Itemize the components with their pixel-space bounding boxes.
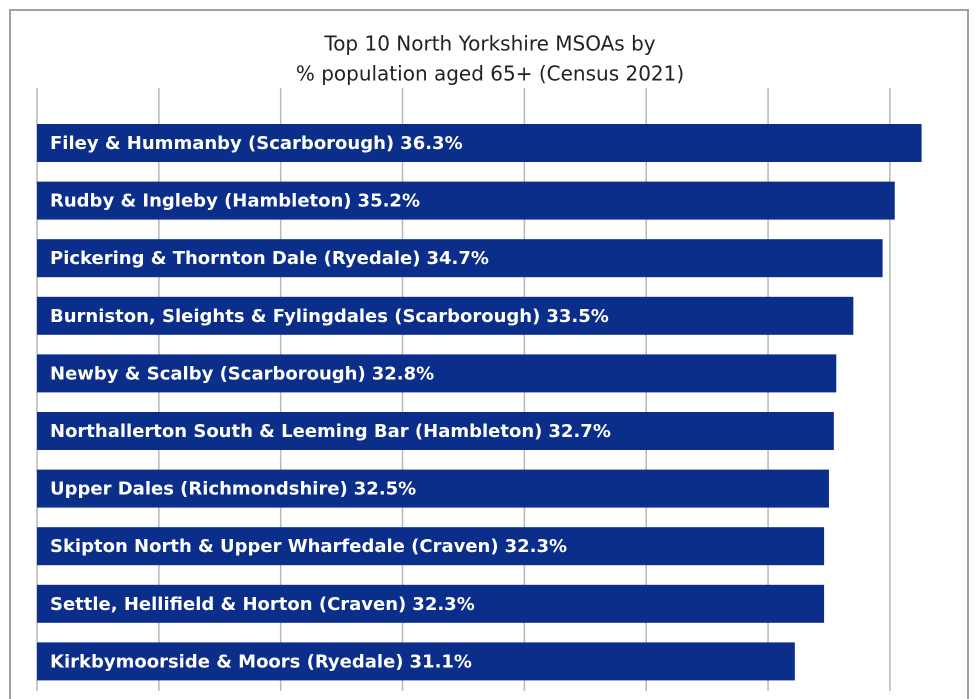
- category-label: Rudby & Ingleby (Hambleton): [50, 191, 352, 212]
- category-label: Upper Dales (Richmondshire): [50, 479, 348, 500]
- category-label: Settle, Hellifield & Horton (Craven): [50, 594, 406, 615]
- category-label: Burniston, Sleights & Fylingdales (Scarb…: [50, 306, 540, 327]
- value-label: 32.3%: [412, 594, 474, 615]
- bar: [37, 642, 795, 681]
- value-label: 31.1%: [410, 651, 472, 672]
- bar: [37, 181, 895, 220]
- value-label: 32.7%: [548, 421, 610, 442]
- bar: [37, 527, 825, 566]
- bar-label: Settle, Hellifield & Horton (Craven) 32.3…: [50, 594, 475, 615]
- category-label: Kirkbymoorside & Moors (Ryedale): [50, 651, 404, 672]
- bar: [37, 239, 883, 278]
- category-label: Northallerton South & Leeming Bar (Hambl…: [50, 421, 542, 442]
- chart-frame: [9, 9, 969, 699]
- bar-label: Filey & Hummanby (Scarborough) 36.3%: [50, 133, 463, 154]
- value-label: 33.5%: [546, 306, 608, 327]
- bar-label: Burniston, Sleights & Fylingdales (Scarb…: [50, 306, 609, 327]
- chart-title: % population aged 65+ (Census 2021): [296, 62, 684, 86]
- value-label: 32.8%: [372, 363, 434, 384]
- category-label: Filey & Hummanby (Scarborough): [50, 133, 394, 154]
- value-label: 32.5%: [354, 479, 416, 500]
- bar-label: Kirkbymoorside & Moors (Ryedale) 31.1%: [50, 651, 472, 672]
- bar-label: Northallerton South & Leeming Bar (Hambl…: [50, 421, 611, 442]
- bar: [37, 124, 922, 162]
- bar-label: Newby & Scalby (Scarborough) 32.8%: [50, 363, 434, 384]
- bar-label: Rudby & Ingleby (Hambleton) 35.2%: [50, 191, 420, 212]
- category-label: Newby & Scalby (Scarborough): [50, 363, 366, 384]
- value-label: 34.7%: [427, 248, 489, 269]
- bar: [37, 412, 834, 450]
- category-label: Pickering & Thornton Dale (Ryedale): [50, 248, 421, 269]
- chart-title: Top 10 North Yorkshire MSOAs by: [323, 32, 655, 56]
- bar-label: Pickering & Thornton Dale (Ryedale) 34.7%: [50, 248, 489, 269]
- bar: [37, 469, 829, 508]
- category-label: Skipton North & Upper Wharfedale (Craven…: [50, 536, 499, 557]
- bar: [37, 584, 825, 623]
- bar: [37, 354, 837, 393]
- bar: [37, 296, 854, 335]
- value-label: 35.2%: [358, 191, 420, 212]
- bar-label: Skipton North & Upper Wharfedale (Craven…: [50, 536, 567, 557]
- value-label: 32.3%: [505, 536, 567, 557]
- value-label: 36.3%: [400, 133, 462, 154]
- bar-label: Upper Dales (Richmondshire) 32.5%: [50, 479, 416, 500]
